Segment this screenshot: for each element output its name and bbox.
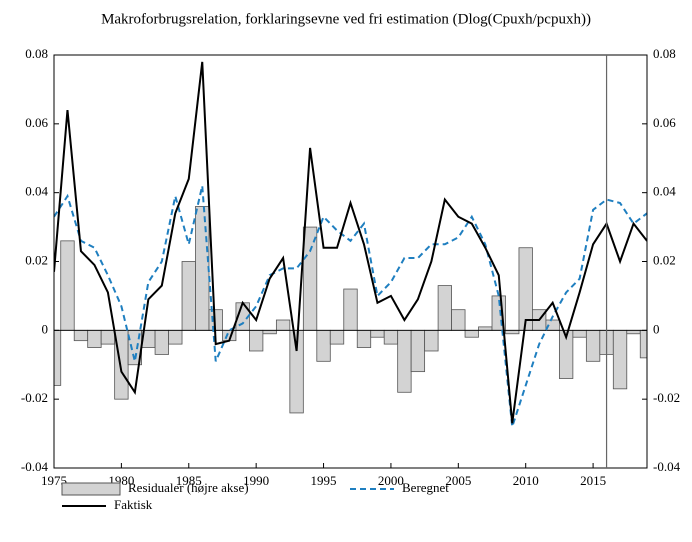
- y2-tick-label: 0.02: [653, 252, 676, 267]
- plot-frame: [53, 54, 648, 469]
- y2-tick-label: 0.08: [653, 46, 676, 61]
- x-tick-label: 2010: [513, 473, 539, 488]
- y-tick-label: -0.04: [21, 459, 49, 474]
- residual-bar: [370, 329, 385, 338]
- y-tick-label: 0.02: [25, 252, 48, 267]
- residual-bar: [383, 329, 399, 345]
- residual-bar: [397, 329, 412, 393]
- y2-tick-label: 0: [653, 321, 660, 336]
- chart-title: Makroforbrugsrelation, forklaringsevne v…: [101, 11, 591, 27]
- x-tick-label: 2000: [378, 473, 404, 488]
- y2-tick-label: 0.06: [653, 115, 676, 130]
- residual-bar: [572, 329, 587, 338]
- residual-bar: [424, 329, 439, 352]
- residual-bar: [343, 288, 358, 331]
- residual-bar: [154, 329, 169, 355]
- residual-bar: [316, 329, 331, 362]
- residual-bar: [518, 247, 533, 331]
- y-tick-label: 0: [42, 321, 49, 336]
- y-tick-label: -0.02: [21, 390, 48, 405]
- residual-bar: [410, 329, 426, 373]
- residual-bar: [275, 319, 291, 331]
- x-tick-label: 1990: [243, 473, 269, 488]
- residual-bar: [249, 329, 264, 352]
- x-tick-label: 1985: [176, 473, 202, 488]
- y-tick-label: 0.08: [25, 46, 48, 61]
- residual-bar: [478, 326, 493, 331]
- plot-area: [54, 61, 647, 428]
- residual-bar: [585, 329, 601, 362]
- residual-bar: [100, 329, 116, 345]
- residual-bar: [505, 329, 520, 335]
- legend-label: Residualer (højre akse): [128, 480, 249, 495]
- y2-tick-label: -0.04: [653, 459, 681, 474]
- y-tick-label: 0.06: [25, 115, 48, 130]
- residual-bar: [356, 329, 372, 348]
- residual-bar: [302, 226, 318, 331]
- residual-bar: [181, 261, 196, 331]
- residual-bar: [626, 329, 641, 335]
- legend-label: Faktisk: [114, 497, 153, 512]
- residual-bar: [329, 329, 345, 345]
- residual-bar: [612, 329, 628, 390]
- residual-bar: [195, 206, 210, 331]
- residual-bar: [262, 329, 277, 335]
- legend-swatch: [61, 482, 121, 496]
- residual-bar: [437, 285, 452, 331]
- x-tick-label: 1995: [311, 473, 337, 488]
- residual-bar: [168, 329, 183, 345]
- legend-label: Beregnet: [402, 480, 449, 495]
- residual-bar: [464, 329, 479, 338]
- y-tick-label: 0.04: [25, 184, 48, 199]
- y2-tick-label: -0.02: [653, 390, 680, 405]
- x-tick-label: 2005: [445, 473, 471, 488]
- residual-bar: [451, 309, 466, 331]
- y2-tick-label: 0.04: [653, 184, 676, 199]
- x-tick-label: 2015: [580, 473, 606, 488]
- residual-bar: [87, 329, 102, 348]
- dashed-line: [54, 185, 647, 428]
- solid-line: [54, 61, 647, 424]
- residual-bar: [73, 329, 89, 342]
- x-tick-label: 1975: [41, 473, 67, 488]
- residual-bar: [60, 240, 75, 331]
